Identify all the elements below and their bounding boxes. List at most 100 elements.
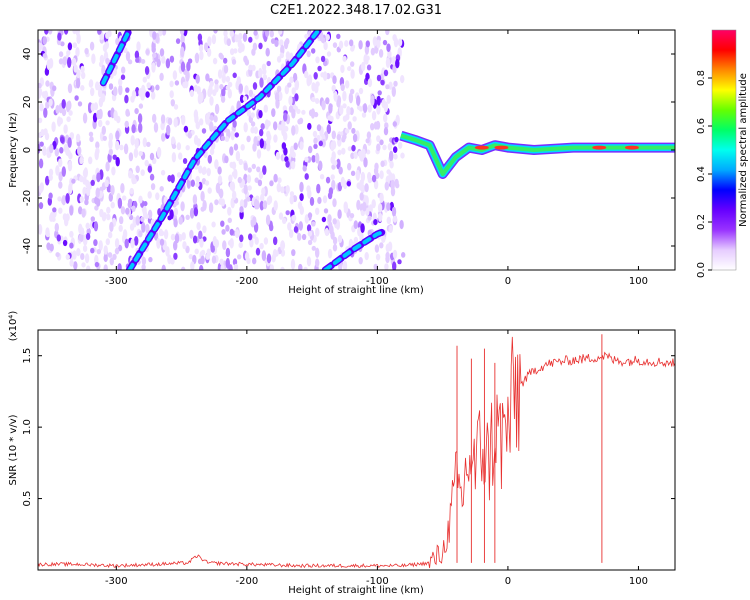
noise-blob bbox=[120, 74, 126, 80]
noise-blob bbox=[88, 131, 94, 137]
noise-blob bbox=[84, 253, 90, 264]
spectrogram-feature-layer bbox=[99, 30, 675, 270]
noise-blob bbox=[336, 98, 341, 108]
noise-blob bbox=[298, 263, 303, 270]
noise-blob bbox=[138, 195, 143, 204]
noise-blob bbox=[170, 174, 175, 184]
noise-blob bbox=[148, 256, 153, 263]
noise-blob bbox=[65, 193, 70, 204]
noise-blob bbox=[299, 141, 304, 151]
noise-blob bbox=[138, 103, 144, 109]
noise-blob bbox=[221, 73, 226, 84]
noise-blob bbox=[248, 36, 253, 43]
noise-blob bbox=[84, 199, 89, 206]
noise-blob bbox=[94, 196, 99, 205]
noise-blob bbox=[352, 116, 357, 122]
noise-blob bbox=[340, 176, 345, 188]
noise-blob bbox=[181, 114, 186, 126]
noise-blob bbox=[332, 75, 337, 84]
noise-blob bbox=[132, 178, 137, 185]
noise-blob bbox=[119, 216, 124, 225]
noise-blob bbox=[226, 38, 231, 47]
noise-blob bbox=[392, 64, 397, 74]
y-tick-label: 1.5 bbox=[22, 348, 33, 364]
noise-blob bbox=[374, 244, 380, 253]
noise-blob bbox=[206, 167, 211, 177]
noise-blob bbox=[273, 134, 278, 143]
noise-blob bbox=[80, 229, 85, 235]
noise-blob bbox=[151, 40, 156, 52]
noise-blob bbox=[94, 205, 99, 211]
noise-blob bbox=[201, 167, 206, 175]
noise-blob bbox=[105, 120, 110, 126]
noise-blob bbox=[152, 31, 157, 40]
noise-blob bbox=[306, 185, 311, 193]
noise-blob bbox=[280, 44, 285, 56]
noise-blob bbox=[63, 124, 68, 134]
noise-blob bbox=[145, 49, 150, 55]
noise-blob bbox=[181, 266, 186, 270]
noise-blob bbox=[242, 32, 248, 43]
noise-blob bbox=[264, 30, 270, 38]
noise-blob bbox=[265, 47, 270, 57]
noise-blob bbox=[306, 75, 311, 87]
noise-blob bbox=[219, 54, 224, 60]
noise-blob bbox=[280, 240, 285, 251]
noise-blob bbox=[101, 213, 107, 222]
noise-blob bbox=[293, 142, 298, 151]
noise-blob bbox=[291, 214, 297, 222]
noise-blob bbox=[158, 30, 163, 37]
noise-blob bbox=[170, 233, 176, 241]
noise-blob bbox=[106, 206, 111, 214]
noise-blob bbox=[38, 117, 43, 124]
noise-blob bbox=[89, 41, 95, 51]
noise-blob bbox=[258, 171, 264, 180]
noise-blob bbox=[379, 170, 384, 180]
noise-blob bbox=[229, 228, 234, 236]
noise-blob bbox=[72, 250, 77, 260]
noise-blob bbox=[38, 87, 43, 97]
noise-blob bbox=[211, 255, 217, 264]
noise-blob bbox=[193, 109, 199, 120]
noise-blob bbox=[160, 121, 165, 131]
noise-blob bbox=[330, 230, 335, 240]
noise-blob bbox=[386, 94, 391, 104]
noise-blob bbox=[251, 163, 256, 170]
noise-blob bbox=[38, 158, 44, 169]
noise-blob bbox=[243, 162, 248, 171]
noise-blob bbox=[129, 223, 135, 231]
noise-blob bbox=[262, 68, 267, 75]
noise-blob bbox=[161, 55, 166, 64]
noise-blob bbox=[282, 217, 287, 224]
noise-blob bbox=[333, 160, 338, 166]
noise-blob bbox=[45, 101, 50, 109]
noise-blob bbox=[331, 84, 336, 92]
noise-blob bbox=[42, 147, 47, 156]
noise-blob bbox=[307, 212, 313, 219]
noise-blob bbox=[169, 90, 174, 99]
noise-blob bbox=[219, 84, 224, 90]
noise-blob bbox=[336, 134, 341, 141]
x-tick-label: 100 bbox=[629, 576, 648, 587]
noise-blob bbox=[101, 125, 107, 135]
noise-blob bbox=[75, 78, 81, 89]
noise-blob bbox=[229, 30, 234, 37]
noise-blob bbox=[200, 255, 205, 265]
noise-blob bbox=[45, 80, 50, 87]
noise-blob bbox=[266, 253, 272, 264]
noise-blob bbox=[75, 133, 81, 143]
noise-blob bbox=[211, 34, 217, 45]
noise-blob bbox=[202, 225, 207, 234]
noise-blob bbox=[246, 196, 251, 202]
noise-blob bbox=[261, 187, 266, 196]
noise-blob bbox=[128, 152, 134, 162]
noise-blob bbox=[95, 141, 100, 149]
noise-blob bbox=[141, 222, 146, 233]
noise-blob bbox=[331, 140, 337, 150]
noise-blob bbox=[361, 148, 366, 156]
noise-blob bbox=[124, 238, 129, 249]
noise-blob bbox=[240, 144, 245, 151]
noise-blob bbox=[386, 202, 391, 211]
noise-blob bbox=[299, 181, 304, 193]
noise-blob bbox=[238, 242, 243, 249]
